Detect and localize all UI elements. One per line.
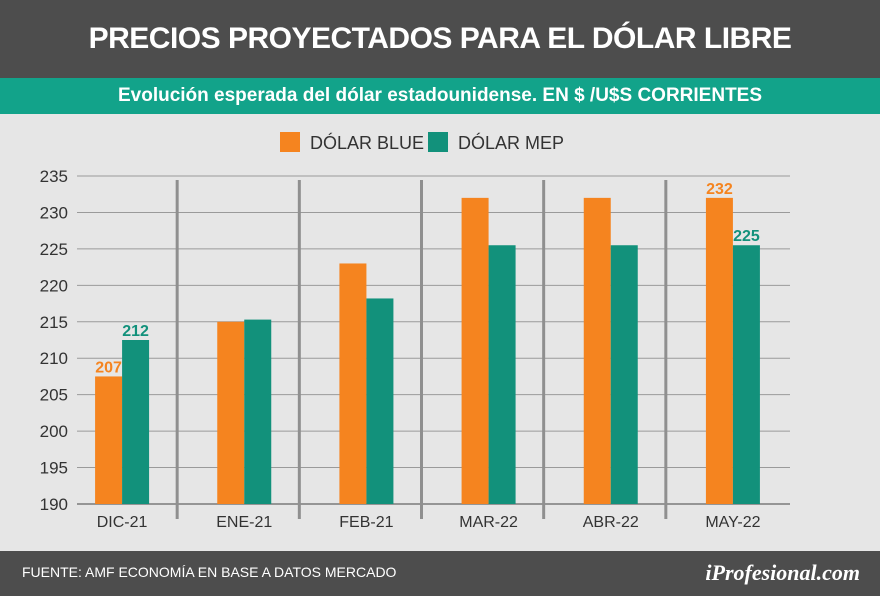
- y-tick-label: 210: [40, 349, 68, 368]
- y-tick-label: 235: [40, 167, 68, 186]
- data-label-mep: 225: [733, 228, 760, 245]
- x-tick-label: MAY-22: [705, 514, 760, 531]
- data-label-blue: 207: [95, 359, 122, 376]
- x-tick-label: ENE-21: [216, 514, 272, 531]
- chart-subtitle: Evolución esperada del dólar estadounide…: [117, 85, 763, 106]
- y-tick-label: 225: [40, 240, 68, 259]
- data-label-blue: 232: [706, 181, 733, 198]
- bar-dolar-mep: [488, 245, 516, 504]
- y-tick-label: 230: [40, 203, 68, 222]
- y-tick-label: 215: [40, 313, 68, 332]
- brand-logo: iProfesional.com: [705, 560, 860, 585]
- bar-dolar-mep: [366, 298, 394, 504]
- y-tick-label: 200: [40, 422, 68, 441]
- bar-dolar-blue: [461, 197, 489, 504]
- x-tick-label: ABR-22: [583, 514, 639, 531]
- chart-title: PRECIOS PROYECTADOS PARA EL DÓLAR LIBRE: [88, 22, 792, 55]
- legend-label-blue: DÓLAR BLUE: [310, 132, 424, 153]
- footer: FUENTE: AMF ECONOMÍA EN BASE A DATOS MER…: [0, 551, 880, 596]
- y-tick-label: 195: [40, 459, 68, 478]
- bar-dolar-blue: [95, 376, 123, 504]
- legend-swatch-blue: [280, 132, 300, 152]
- bar-chart: 235 230 225 220 215 210 205 200 195 190 207 212 DIC-…: [40, 132, 790, 531]
- bar-dolar-mep: [732, 245, 760, 504]
- source-note: FUENTE: AMF ECONOMÍA EN BASE A DATOS MER…: [22, 564, 397, 580]
- bar-dolar-blue: [705, 197, 733, 504]
- chart-subheader: Evolución esperada del dólar estadounide…: [0, 78, 880, 114]
- bar-dolar-blue: [583, 197, 611, 504]
- legend-swatch-mep: [428, 132, 448, 152]
- y-tick-label: 205: [40, 386, 68, 405]
- bar-dolar-mep: [122, 340, 150, 504]
- x-tick-label: MAR-22: [459, 514, 518, 531]
- legend-label-mep: DÓLAR MEP: [458, 132, 564, 153]
- x-tick-label: FEB-21: [339, 514, 393, 531]
- y-tick-label: 220: [40, 276, 68, 295]
- chart-area: 235 230 225 220 215 210 205 200 195 190 207 212 DIC-…: [0, 114, 880, 551]
- bar-dolar-blue: [217, 321, 245, 504]
- bar-dolar-blue: [339, 263, 367, 504]
- y-tick-label: 190: [40, 495, 68, 514]
- bar-dolar-mep: [244, 319, 272, 504]
- chart-header: PRECIOS PROYECTADOS PARA EL DÓLAR LIBRE: [0, 0, 880, 78]
- bar-dolar-mep: [610, 245, 638, 504]
- data-label-mep: 212: [122, 323, 149, 340]
- x-tick-label: DIC-21: [97, 514, 148, 531]
